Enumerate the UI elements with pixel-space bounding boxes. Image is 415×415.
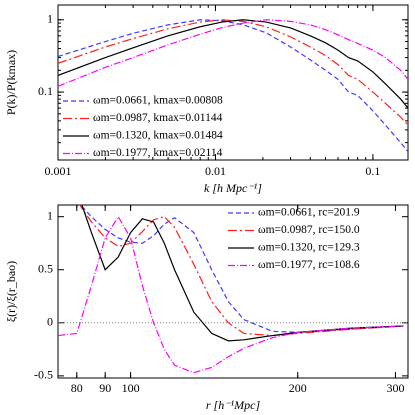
x-tick-label: 0.001 <box>45 164 72 178</box>
x-axis-label: k [h Mpc⁻¹] <box>204 181 262 195</box>
y-tick-label: 0.1 <box>38 84 53 98</box>
legend-label: ωm=0.1977, rc=108.6 <box>258 259 360 271</box>
series-line <box>58 19 408 126</box>
x-tick-label: 300 <box>386 381 404 395</box>
plot-frame <box>57 4 409 161</box>
y-tick-label: 0 <box>47 315 53 329</box>
legend-label: ωm=0.0987, rc=150.0 <box>258 224 360 236</box>
x-tick-label: 80 <box>71 381 83 395</box>
legend-label: ωm=0.0661, kmax=0.00808 <box>93 95 223 107</box>
x-tick-label: 0.01 <box>205 164 226 178</box>
legend-label: ωm=0.0661, rc=201.9 <box>258 207 360 219</box>
legend-label: ωm=0.1320, rc=129.3 <box>258 242 360 254</box>
series-line <box>58 19 408 153</box>
plot-area <box>58 205 404 374</box>
legend-label: ωm=0.1320, kmax=0.01484 <box>93 130 223 142</box>
series-line <box>78 205 404 337</box>
plot-area <box>58 19 408 153</box>
y-tick-label: -0.5 <box>34 368 53 382</box>
x-tick-label: 100 <box>122 381 140 395</box>
y-axis-label: ξ(r)/ξ(r_bao) <box>4 261 18 322</box>
legend-label: ωm=0.1977, kmax=0.02114 <box>93 147 223 159</box>
series-line <box>58 19 408 109</box>
series-line <box>79 205 404 333</box>
y-tick-label: 1 <box>47 208 53 222</box>
x-axis-label: r [h⁻¹Mpc] <box>206 398 261 412</box>
x-tick-label: 0.1 <box>365 164 380 178</box>
x-tick-label: 90 <box>99 381 111 395</box>
y-tick-label: 1 <box>47 12 53 26</box>
plot-frame <box>57 204 409 379</box>
legend-label: ωm=0.0987, kmax=0.01144 <box>93 112 223 124</box>
series-line <box>58 215 404 374</box>
y-axis-label: P(k)/P(kmax) <box>4 50 18 115</box>
series-line <box>81 205 404 342</box>
series-line <box>58 19 408 87</box>
x-tick-label: 200 <box>289 381 307 395</box>
y-tick-label: 0.5 <box>38 261 53 275</box>
